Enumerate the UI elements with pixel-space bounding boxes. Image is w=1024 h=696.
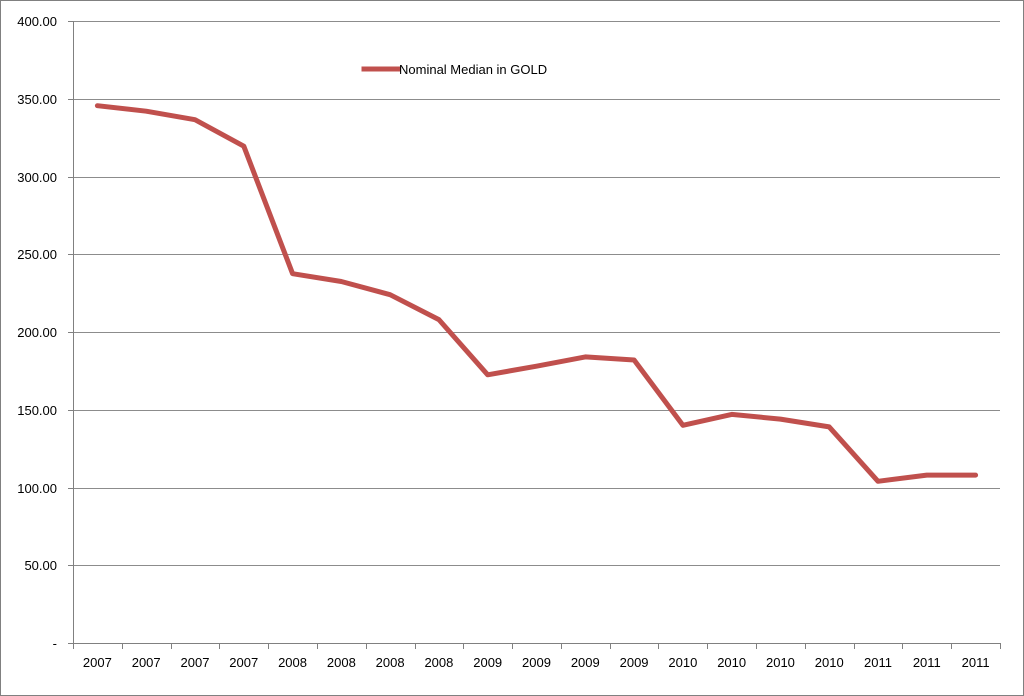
y-tick-label: 300.00 xyxy=(17,170,57,185)
x-tick-label: 2011 xyxy=(864,655,892,670)
axes xyxy=(68,21,1001,649)
x-tick-label: 2007 xyxy=(132,655,161,670)
y-tick-label: 350.00 xyxy=(17,92,57,107)
legend: Nominal Median in GOLD xyxy=(361,62,547,77)
x-tick-label: 2010 xyxy=(815,655,844,670)
x-tick-label: 2011 xyxy=(962,655,990,670)
y-tick-label: 50.00 xyxy=(24,558,57,573)
y-tick-label: 200.00 xyxy=(17,325,57,340)
legend-label: Nominal Median in GOLD xyxy=(399,62,547,77)
x-tick-label: 2009 xyxy=(522,655,551,670)
x-tick-label: 2007 xyxy=(83,655,112,670)
x-tick-label: 2010 xyxy=(766,655,795,670)
x-tick-label: 2010 xyxy=(717,655,746,670)
x-tick-label: 2009 xyxy=(620,655,649,670)
x-tick-label: 2009 xyxy=(473,655,502,670)
gridlines xyxy=(73,21,1000,566)
x-tick-label: 2008 xyxy=(278,655,307,670)
x-axis-tick-labels: 2007 2007 2007 2007 2008 2008 2008 2008 2009 2009… xyxy=(83,655,990,670)
x-tick-label: 2009 xyxy=(571,655,600,670)
y-tick-label: 400.00 xyxy=(17,14,57,29)
x-tick-label: 2007 xyxy=(229,655,258,670)
y-tick-label: 150.00 xyxy=(17,403,57,418)
x-tick-label: 2008 xyxy=(327,655,356,670)
x-tick-label: 2011 xyxy=(913,655,941,670)
y-tick-label: - xyxy=(53,636,57,651)
series-group xyxy=(94,103,979,484)
x-tick-label: 2007 xyxy=(181,655,210,670)
x-tick-label: 2010 xyxy=(668,655,697,670)
y-tick-label: 250.00 xyxy=(17,247,57,262)
x-tick-label: 2008 xyxy=(376,655,405,670)
y-axis-tick-labels: - 50.00 100.00 150.00 200.00 250.00 300.00 350.… xyxy=(17,14,57,651)
x-tick-label: 2008 xyxy=(424,655,453,670)
y-tick-label: 100.00 xyxy=(17,481,57,496)
